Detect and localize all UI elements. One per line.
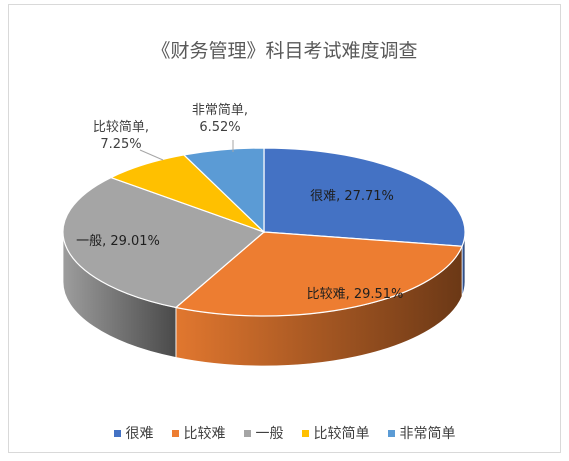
legend-label-4: 非常简单 (399, 426, 456, 442)
legend-label-1: 比较难 (183, 426, 226, 442)
data-label-4: 非常简单, 6.52% (192, 102, 248, 135)
data-label-3: 比较简单, 7.25% (93, 119, 149, 152)
legend-swatch-0 (113, 429, 121, 437)
legend-swatch-3 (301, 429, 309, 437)
legend-item-3: 比较简单 (301, 423, 370, 443)
legend-label-2: 一般 (255, 426, 284, 442)
legend-item-4: 非常简单 (387, 423, 456, 443)
legend-swatch-4 (387, 429, 395, 437)
pie-slice-2 (62, 176, 266, 309)
data-label-0: 很难, 27.71% (310, 189, 394, 204)
chart-title: 《财务管理》科目考试难度调查 (151, 40, 418, 62)
data-label-2: 一般, 29.01% (76, 233, 160, 249)
legend-swatch-2 (243, 429, 251, 437)
legend-swatch-1 (171, 429, 179, 437)
pie-slice-4 (182, 147, 265, 234)
legend-item-2: 一般 (243, 423, 284, 443)
pie-slice-0 (263, 147, 466, 247)
legend-item-1: 比较难 (171, 423, 226, 443)
data-label-1: 比较难, 29.51% (307, 287, 404, 302)
legend-label-0: 很难 (125, 426, 154, 442)
legend-label-3: 比较简单 (313, 426, 370, 442)
pie-slice-1 (174, 231, 463, 317)
legend: 很难 比较难 一般 比较简单 非常简单 (0, 423, 569, 443)
legend-item-0: 很难 (113, 423, 154, 443)
leader-line-3 (139, 149, 164, 161)
